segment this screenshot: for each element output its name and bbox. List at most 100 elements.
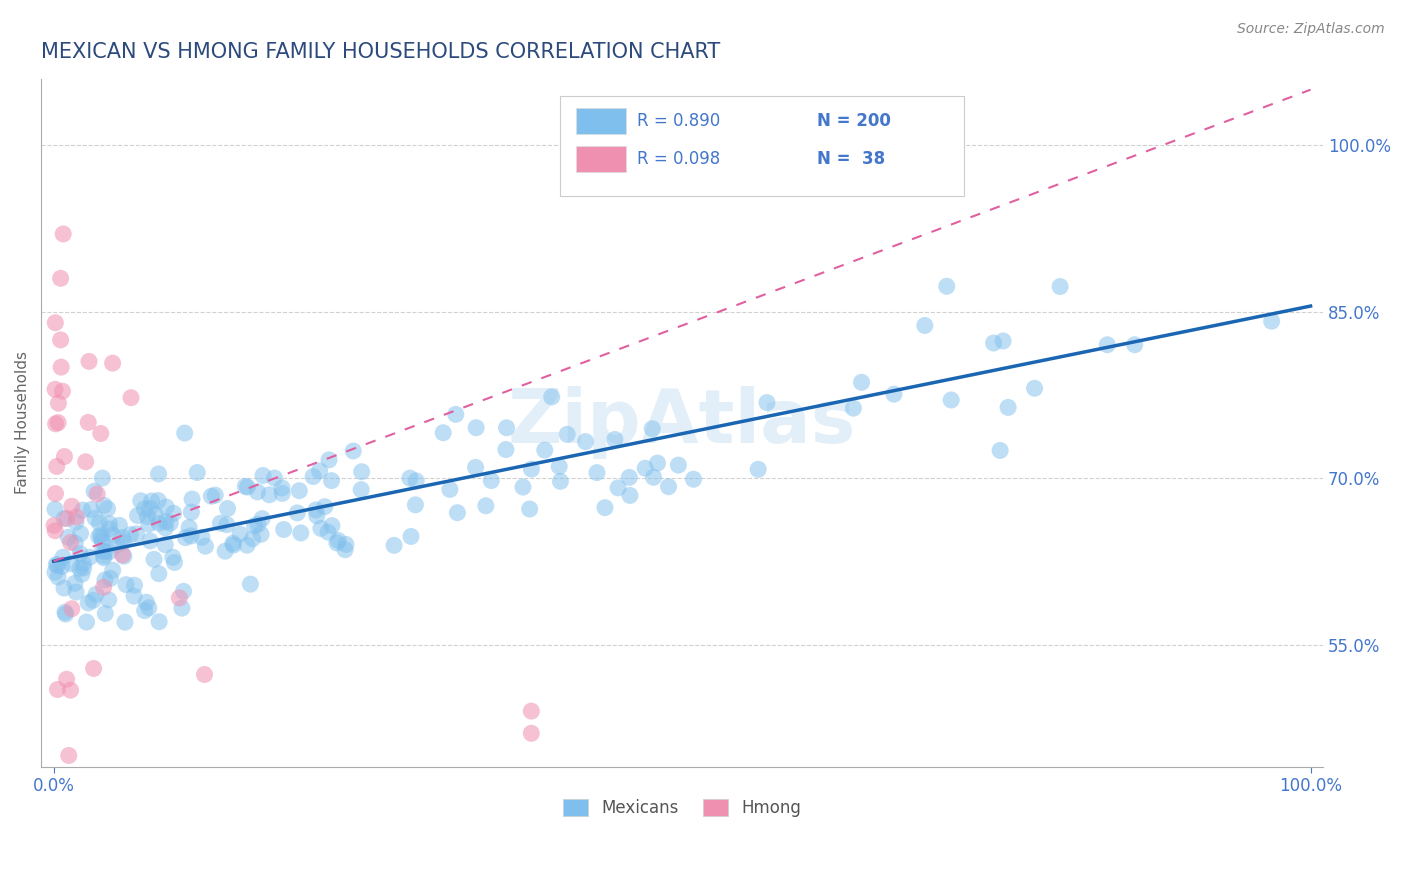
- Point: [84, 587, 107, 601]
- Point: [200, 489, 222, 503]
- Point: [59, 683, 82, 698]
- Point: [194, 539, 217, 553]
- Point: [747, 462, 769, 476]
- Point: [634, 461, 657, 475]
- Point: [69, 561, 91, 575]
- Point: [60, 500, 83, 514]
- Point: [101, 563, 124, 577]
- Point: [997, 401, 1019, 415]
- Point: [44, 502, 66, 516]
- Point: [250, 527, 273, 541]
- Point: [124, 578, 146, 592]
- Point: [215, 517, 238, 532]
- Point: [65, 585, 87, 599]
- Point: [148, 566, 170, 581]
- Point: [479, 474, 502, 488]
- Point: [163, 556, 186, 570]
- Point: [643, 470, 665, 484]
- Point: [273, 523, 295, 537]
- Point: [45, 558, 67, 572]
- Point: [112, 549, 135, 564]
- Point: [60, 557, 83, 571]
- Point: [100, 571, 122, 585]
- Point: [52, 581, 75, 595]
- Text: Source: ZipAtlas.com: Source: ZipAtlas.com: [1237, 22, 1385, 37]
- Point: [302, 469, 325, 483]
- Point: [326, 536, 349, 550]
- Point: [55, 672, 77, 686]
- Point: [179, 520, 201, 534]
- Point: [148, 493, 170, 508]
- Point: [155, 538, 177, 552]
- Point: [83, 661, 105, 675]
- Point: [134, 604, 156, 618]
- Point: [80, 502, 103, 516]
- Point: [495, 421, 517, 435]
- Point: [271, 481, 294, 495]
- Point: [65, 536, 87, 550]
- Point: [246, 517, 269, 532]
- Point: [97, 501, 120, 516]
- Point: [316, 525, 339, 540]
- Point: [180, 505, 202, 519]
- FancyBboxPatch shape: [561, 95, 965, 195]
- Point: [350, 483, 373, 497]
- Point: [263, 471, 285, 485]
- Point: [173, 584, 195, 599]
- Point: [44, 382, 66, 396]
- Point: [271, 486, 294, 500]
- Text: N = 200: N = 200: [817, 112, 890, 130]
- Point: [53, 511, 76, 525]
- Point: [233, 479, 256, 493]
- Point: [65, 510, 87, 524]
- Point: [285, 506, 308, 520]
- Point: [217, 501, 239, 516]
- Point: [53, 450, 76, 464]
- Point: [46, 682, 69, 697]
- Point: [243, 518, 266, 533]
- Point: [51, 384, 73, 399]
- Point: [52, 227, 75, 241]
- Point: [122, 589, 145, 603]
- Point: [51, 559, 73, 574]
- Point: [70, 567, 93, 582]
- Point: [399, 471, 422, 485]
- Point: [93, 580, 115, 594]
- Point: [550, 475, 572, 489]
- Point: [94, 544, 117, 558]
- Point: [939, 392, 962, 407]
- Point: [93, 499, 115, 513]
- Point: [90, 426, 112, 441]
- Point: [204, 488, 226, 502]
- Point: [82, 593, 104, 607]
- Y-axis label: Family Households: Family Households: [15, 351, 30, 494]
- Point: [321, 474, 343, 488]
- Point: [236, 480, 259, 494]
- Point: [53, 605, 76, 619]
- Point: [439, 483, 461, 497]
- Point: [342, 444, 364, 458]
- Point: [98, 516, 121, 531]
- Point: [290, 525, 312, 540]
- Point: [259, 488, 281, 502]
- Point: [308, 464, 330, 478]
- Point: [44, 316, 66, 330]
- Point: [180, 529, 202, 543]
- Point: [93, 549, 115, 563]
- Point: [309, 521, 332, 535]
- Text: ZipAtlas: ZipAtlas: [508, 386, 856, 459]
- Point: [45, 417, 67, 431]
- Point: [173, 426, 195, 441]
- Point: [58, 530, 80, 544]
- Point: [350, 465, 373, 479]
- Point: [145, 508, 167, 522]
- Point: [574, 434, 596, 449]
- Point: [91, 543, 114, 558]
- Point: [93, 550, 115, 565]
- Point: [44, 486, 66, 500]
- Point: [170, 601, 193, 615]
- Point: [114, 615, 136, 629]
- Point: [682, 472, 704, 486]
- Point: [129, 493, 152, 508]
- Point: [58, 748, 80, 763]
